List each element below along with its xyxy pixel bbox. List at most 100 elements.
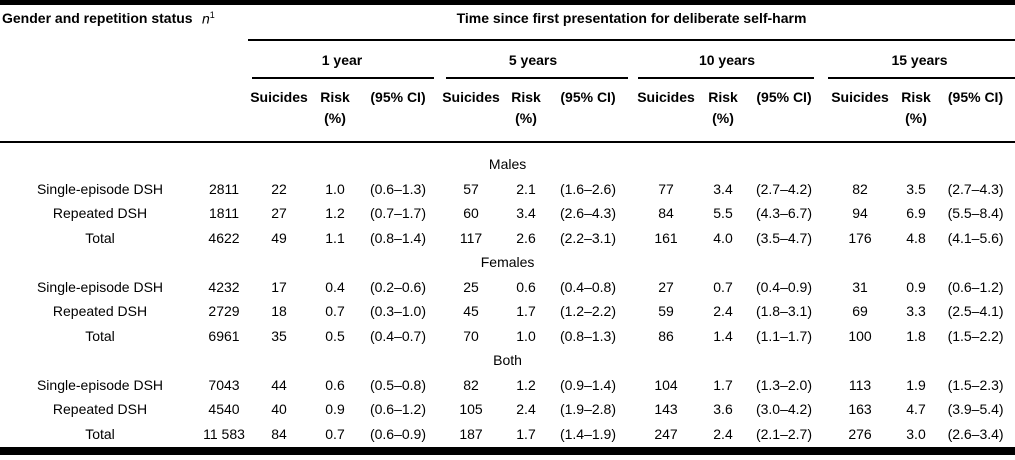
data-cell: (5.5–8.4) (947, 205, 1004, 222)
data-cell: (2.6–3.4) (947, 425, 1004, 442)
data-cell: (2.5–4.1) (947, 303, 1004, 320)
data-cell: (2.6–4.3) (559, 205, 617, 222)
data-cell: 2.4 (713, 425, 733, 442)
row-label: Single-episode DSH (36, 180, 164, 197)
data-cell: 1.1 (325, 229, 345, 246)
subheader-risk-1: Risk (%) (310, 87, 360, 129)
data-cell: (4.1–5.6) (947, 229, 1004, 246)
data-cell: 0.6 (516, 278, 536, 295)
data-cell: 0.4 (325, 278, 345, 295)
group-rule-1year (252, 77, 434, 79)
subheader-suicides-4: Suicides (831, 89, 889, 105)
subheader-ci-2: (95% CI) (560, 89, 616, 105)
risk-pct-label: (%) (324, 110, 346, 126)
data-cell: 0.9 (325, 401, 345, 418)
row-label: Single-episode DSH (36, 376, 164, 393)
n-symbol: n (202, 10, 210, 27)
data-cell: 3.0 (906, 425, 926, 442)
data-cell: (0.7–1.7) (369, 205, 427, 222)
bottom-border-bar (0, 447, 1015, 455)
risk-pct-label: (%) (712, 110, 734, 126)
data-cell: 77 (658, 180, 674, 197)
group-rule-15years (828, 77, 1015, 79)
group-header-1year: 1 year (321, 52, 363, 68)
data-cell: 35 (271, 327, 287, 344)
row-label: Total (85, 327, 115, 344)
data-cell: (1.8–3.1) (755, 303, 813, 320)
data-cell: 2.6 (516, 229, 536, 246)
data-cell: (0.4–0.8) (559, 278, 617, 295)
data-cell: 161 (654, 229, 678, 246)
data-cell: 0.7 (713, 278, 733, 295)
data-cell: 49 (271, 229, 287, 246)
section-label: Females (480, 254, 535, 271)
data-cell: (0.4–0.9) (755, 278, 813, 295)
n-footnote-marker: 1 (209, 10, 215, 20)
data-cell: 1.2 (516, 376, 536, 393)
data-cell: (0.5–0.8) (369, 376, 427, 393)
data-cell: 45 (463, 303, 479, 320)
data-cell: 143 (654, 401, 678, 418)
data-cell: 17 (271, 278, 287, 295)
n-value: 1811 (208, 205, 240, 222)
data-cell: (1.2–2.2) (559, 303, 617, 320)
subheader-risk-3: Risk (%) (702, 87, 744, 129)
data-cell: 1.7 (516, 425, 536, 442)
risk-pct-label: (%) (905, 110, 927, 126)
section-label: Both (493, 352, 522, 369)
data-cell: (2.7–4.2) (755, 180, 813, 197)
data-cell: 70 (463, 327, 479, 344)
stub-column-header: Gender and repetition status (2, 10, 193, 26)
data-cell: 1.4 (713, 327, 733, 344)
n-column-header: n1 (202, 10, 215, 27)
data-cell: 0.6 (325, 376, 345, 393)
data-cell: 18 (271, 303, 287, 320)
data-cell: 2.4 (516, 401, 536, 418)
data-cell: 5.5 (713, 205, 733, 222)
table-row: Single-episode DSH 4232 17 0.4 (0.2–0.6)… (0, 275, 1015, 300)
n-value: 4622 (208, 229, 240, 246)
table-row: Total 11 583 84 0.7 (0.6–0.9) 187 1.7 (1… (0, 422, 1015, 447)
data-cell: 1.0 (325, 180, 345, 197)
data-cell: (0.6–1.2) (947, 278, 1004, 295)
risk-label: Risk (511, 89, 541, 105)
data-cell: 3.3 (906, 303, 926, 320)
row-label: Repeated DSH (52, 401, 148, 418)
data-cell: 117 (459, 229, 483, 246)
data-cell: 1.7 (516, 303, 536, 320)
subheader-risk-4: Risk (%) (896, 87, 936, 129)
data-cell: (0.6–1.2) (369, 401, 427, 418)
table-row: Repeated DSH 1811 27 1.2 (0.7–1.7) 60 3.… (0, 201, 1015, 226)
data-cell: 3.4 (713, 180, 733, 197)
data-cell: 1.0 (516, 327, 536, 344)
data-cell: 1.2 (325, 205, 345, 222)
data-cell: 2.4 (713, 303, 733, 320)
data-cell: (0.6–0.9) (369, 425, 427, 442)
data-cell: 1.8 (906, 327, 926, 344)
data-cell: 57 (463, 180, 479, 197)
data-cell: (0.8–1.4) (369, 229, 427, 246)
subheader-ci-1: (95% CI) (370, 89, 426, 105)
data-cell: (3.5–4.7) (755, 229, 813, 246)
header-body-rule (0, 141, 1015, 143)
top-border-bar (0, 0, 1015, 5)
data-cell: (1.5–2.2) (947, 327, 1004, 344)
n-value: 11 583 (203, 425, 245, 442)
data-cell: 6.9 (906, 205, 926, 222)
n-value: 4540 (208, 401, 240, 418)
data-cell: 22 (271, 180, 287, 197)
data-cell: 31 (852, 278, 868, 295)
row-label: Total (85, 425, 115, 442)
section-row-both: Both (0, 348, 1015, 373)
subheader-ci-4: (95% CI) (947, 89, 1004, 105)
subheader-ci-3: (95% CI) (756, 89, 812, 105)
data-cell: 84 (658, 205, 674, 222)
data-cell: 0.7 (325, 425, 345, 442)
data-cell: 4.8 (906, 229, 926, 246)
table-row: Single-episode DSH 2811 22 1.0 (0.6–1.3)… (0, 177, 1015, 202)
row-label: Repeated DSH (52, 303, 148, 320)
data-cell: (0.3–1.0) (369, 303, 427, 320)
data-cell: (1.5–2.3) (947, 376, 1004, 393)
data-table: Males Single-episode DSH 2811 22 1.0 (0.… (0, 152, 1015, 446)
